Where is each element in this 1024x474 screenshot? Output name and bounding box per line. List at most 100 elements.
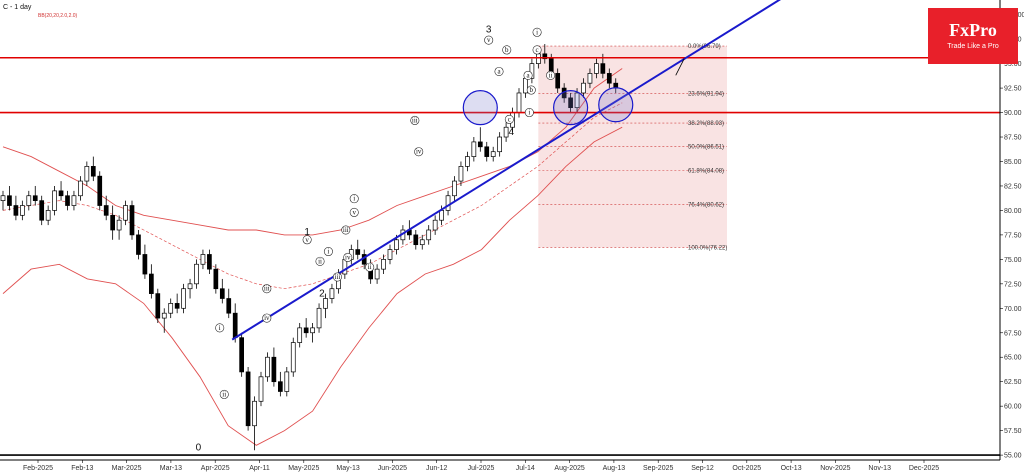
candle-body: [110, 214, 116, 231]
bollinger-bands: [2, 68, 623, 446]
candle-body: [471, 141, 477, 157]
candle-body: [542, 53, 548, 60]
candle-body: [245, 371, 251, 427]
wave-label-circle: [414, 147, 424, 157]
candle-body: [600, 63, 606, 74]
highlight-circle: [598, 87, 634, 123]
candle-body: [39, 200, 45, 221]
x-tick-label: Nov-13: [868, 465, 891, 472]
candle-body: [574, 92, 580, 109]
y-tick-label: 92.50: [1004, 86, 1022, 93]
wave-label: iii: [335, 273, 341, 281]
candle-body: [213, 268, 219, 290]
wave-label: v: [305, 236, 309, 244]
y-tick-label: 82.50: [1004, 183, 1022, 190]
fib-level-label: 38.2%(88.93): [688, 121, 724, 127]
wave-label-circle: [349, 194, 359, 204]
candle-body: [581, 82, 586, 94]
wave-label-circle: [410, 115, 420, 125]
wave-label: iv: [264, 314, 270, 322]
candle-body: [265, 356, 270, 378]
wave-label: i: [536, 28, 538, 36]
candle-body: [142, 254, 148, 275]
candle-body: [303, 327, 309, 334]
wave-label: i: [528, 109, 530, 117]
x-tick-label: Oct-2025: [732, 465, 761, 472]
wave-label-circle: [523, 70, 533, 80]
candle-body: [394, 239, 399, 250]
candle-body: [161, 312, 167, 319]
x-tick-label: Nov-2025: [820, 465, 850, 472]
wave-label-major: 3: [486, 24, 492, 35]
trendline-line: [231, 0, 782, 341]
wave-label-circle: [262, 313, 272, 323]
wave-label: iii: [412, 116, 418, 124]
wave-label-circle: [332, 272, 342, 282]
x-tick-label: Jun-2025: [378, 465, 407, 472]
wave-label-circle: [484, 35, 494, 45]
candle-body: [58, 190, 64, 197]
wave-label: b: [505, 46, 509, 54]
x-tick-label: Apr-11: [249, 465, 270, 472]
candle-body: [78, 180, 83, 197]
x-tick-label: Feb-2025: [23, 465, 53, 472]
candle-body: [194, 263, 199, 285]
x-tick-label: Jul-2025: [468, 465, 495, 472]
wave-label: a: [497, 67, 501, 75]
candle-body: [219, 288, 225, 299]
y-tick-label: 90.00: [1004, 110, 1022, 117]
wave-label-circle: [532, 45, 542, 55]
candle-body: [413, 234, 419, 246]
x-tick-label: Sep-2025: [643, 465, 673, 472]
wave-label: iv: [345, 253, 351, 261]
highlight-circle: [552, 90, 589, 126]
x-tick-label: Feb-13: [71, 465, 93, 472]
y-tick-label: 57.50: [1004, 428, 1022, 435]
candle-body: [271, 356, 277, 383]
candle-body: [239, 337, 244, 373]
y-tick-label: 87.50: [1004, 135, 1022, 142]
wave-label: i: [219, 324, 221, 332]
candle-body: [278, 381, 283, 392]
fib-level-label: 61.8%(84.08): [688, 168, 724, 174]
wave-label: ii: [549, 71, 553, 79]
candle-body: [497, 136, 502, 153]
candle-body: [174, 303, 180, 309]
candle-body: [555, 73, 561, 89]
y-tick-label: 55.00: [1004, 453, 1022, 460]
candle-body: [13, 205, 19, 216]
candle-body: [123, 205, 128, 221]
candle-body: [200, 254, 206, 265]
candle-body: [529, 63, 535, 79]
fib-level-label: 50.0%(86.51): [688, 145, 724, 151]
candle-body: [458, 166, 464, 182]
candle-body: [155, 293, 161, 319]
candle-body: [432, 219, 438, 231]
candle-body: [258, 376, 264, 402]
x-tick-label: May-2025: [288, 465, 319, 472]
brand-logo: FxPro Trade Like a Pro: [928, 8, 1018, 64]
candle-body: [355, 249, 361, 255]
candle-body: [465, 156, 470, 167]
candle-body: [0, 195, 6, 201]
wave-label: c: [508, 115, 511, 123]
candle-body: [374, 268, 380, 280]
wave-label-circle: [532, 27, 542, 37]
wave-label: b: [530, 86, 534, 94]
candle-body: [232, 312, 238, 339]
candle-body: [329, 288, 335, 299]
candle-body: [26, 195, 32, 206]
candle-body: [181, 288, 186, 309]
candle-body: [20, 205, 25, 216]
wave-label-major: 4: [508, 127, 514, 138]
candle-body: [484, 146, 490, 157]
wave-label: i: [327, 248, 329, 256]
wave-label: i: [353, 195, 355, 203]
wave-label: c: [536, 46, 539, 54]
wave-label: ii: [222, 390, 226, 398]
y-tick-label: 70.00: [1004, 306, 1022, 313]
y-tick-label: 67.50: [1004, 330, 1022, 337]
wave-label-circle: [524, 108, 534, 118]
candle-body: [568, 97, 573, 109]
